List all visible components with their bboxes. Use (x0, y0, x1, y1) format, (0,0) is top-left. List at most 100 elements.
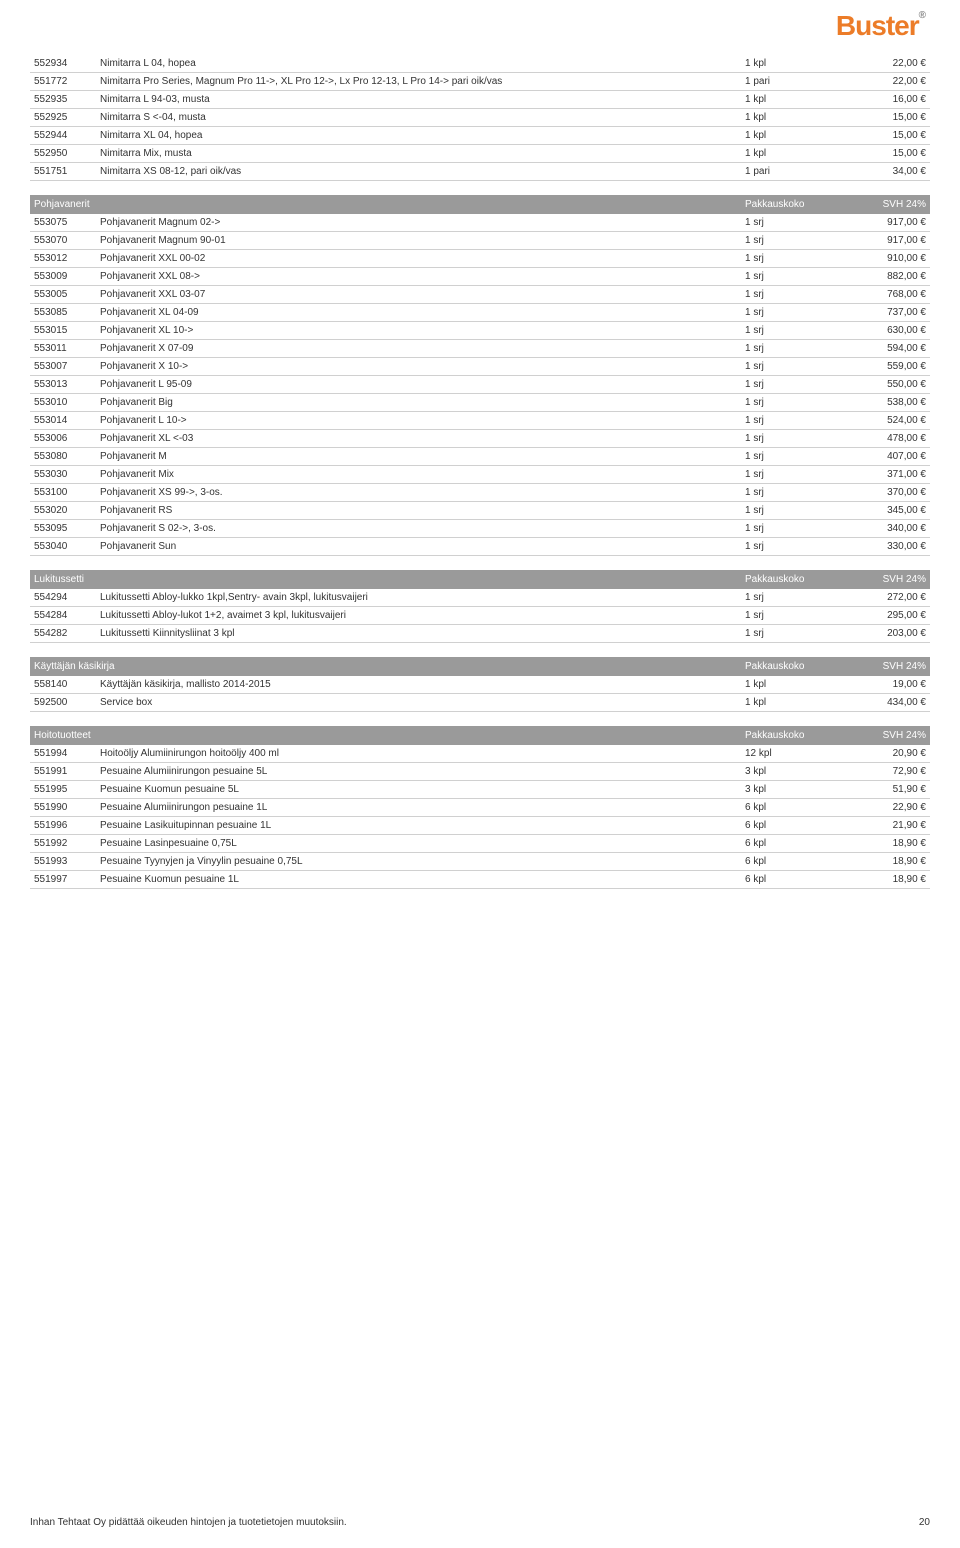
product-code: 554284 (30, 607, 100, 625)
product-code: 553009 (30, 268, 100, 286)
product-code: 551992 (30, 835, 100, 853)
product-code: 552934 (30, 55, 100, 73)
product-description: Pesuaine Lasinpesuaine 0,75L (100, 835, 745, 853)
product-quantity: 1 kpl (745, 55, 855, 73)
product-code: 551991 (30, 763, 100, 781)
section-qty-header: Pakkauskoko (745, 570, 855, 589)
product-description: Hoitoöljy Alumiinirungon hoitoöljy 400 m… (100, 745, 745, 763)
product-price: 22,00 € (855, 55, 930, 73)
product-code: 553040 (30, 538, 100, 556)
product-price: 22,90 € (855, 799, 930, 817)
table-row: 552925Nimitarra S <-04, musta1 kpl15,00 … (30, 109, 930, 127)
product-price: 15,00 € (855, 145, 930, 163)
product-code: 553012 (30, 250, 100, 268)
table-row: 551996Pesuaine Lasikuitupinnan pesuaine … (30, 817, 930, 835)
product-quantity: 1 kpl (745, 676, 855, 694)
table-row: 551995Pesuaine Kuomun pesuaine 5L3 kpl51… (30, 781, 930, 799)
product-quantity: 1 srj (745, 340, 855, 358)
product-code: 551990 (30, 799, 100, 817)
product-price: 345,00 € (855, 502, 930, 520)
section-qty-header: Pakkauskoko (745, 195, 855, 214)
table-row: 553070Pohjavanerit Magnum 90-011 srj917,… (30, 232, 930, 250)
product-quantity: 3 kpl (745, 781, 855, 799)
product-description: Nimitarra XL 04, hopea (100, 127, 745, 145)
product-price: 295,00 € (855, 607, 930, 625)
section-table: Käyttäjän käsikirjaPakkauskokoSVH 24%558… (30, 657, 930, 712)
product-description: Pohjavanerit X 07-09 (100, 340, 745, 358)
product-code: 553005 (30, 286, 100, 304)
table-row: 553075Pohjavanerit Magnum 02->1 srj917,0… (30, 214, 930, 232)
product-price: 18,90 € (855, 835, 930, 853)
product-quantity: 1 srj (745, 268, 855, 286)
product-price: 524,00 € (855, 412, 930, 430)
table-row: 553014Pohjavanerit L 10->1 srj524,00 € (30, 412, 930, 430)
section-title: Lukitussetti (30, 570, 745, 589)
product-price: 882,00 € (855, 268, 930, 286)
product-price: 630,00 € (855, 322, 930, 340)
section-table: PohjavaneritPakkauskokoSVH 24%553075Pohj… (30, 195, 930, 556)
product-price: 917,00 € (855, 232, 930, 250)
product-quantity: 6 kpl (745, 835, 855, 853)
table-row: 552944Nimitarra XL 04, hopea1 kpl15,00 € (30, 127, 930, 145)
product-quantity: 1 pari (745, 73, 855, 91)
product-quantity: 1 srj (745, 484, 855, 502)
product-quantity: 1 srj (745, 304, 855, 322)
product-price: 272,00 € (855, 589, 930, 607)
product-code: 553030 (30, 466, 100, 484)
product-code: 551994 (30, 745, 100, 763)
product-quantity: 1 srj (745, 502, 855, 520)
product-code: 592500 (30, 694, 100, 712)
product-quantity: 1 srj (745, 358, 855, 376)
product-code: 552944 (30, 127, 100, 145)
product-code: 553085 (30, 304, 100, 322)
product-description: Pohjavanerit XXL 03-07 (100, 286, 745, 304)
product-code: 553013 (30, 376, 100, 394)
product-description: Pesuaine Lasikuitupinnan pesuaine 1L (100, 817, 745, 835)
product-quantity: 1 srj (745, 214, 855, 232)
product-price: 550,00 € (855, 376, 930, 394)
table-row: 554284Lukitussetti Abloy-lukot 1+2, avai… (30, 607, 930, 625)
product-description: Nimitarra S <-04, musta (100, 109, 745, 127)
product-quantity: 1 srj (745, 538, 855, 556)
product-description: Service box (100, 694, 745, 712)
product-price: 330,00 € (855, 538, 930, 556)
product-description: Pesuaine Alumiinirungon pesuaine 1L (100, 799, 745, 817)
product-description: Pohjavanerit X 10-> (100, 358, 745, 376)
product-price: 22,00 € (855, 73, 930, 91)
product-quantity: 1 srj (745, 286, 855, 304)
product-price: 15,00 € (855, 109, 930, 127)
table-row: 552935Nimitarra L 94-03, musta1 kpl16,00… (30, 91, 930, 109)
product-quantity: 3 kpl (745, 763, 855, 781)
intro-table: 552934Nimitarra L 04, hopea1 kpl22,00 €5… (30, 55, 930, 181)
product-description: Nimitarra XS 08-12, pari oik/vas (100, 163, 745, 181)
product-code: 553010 (30, 394, 100, 412)
table-row: 553030Pohjavanerit Mix1 srj371,00 € (30, 466, 930, 484)
table-row: 551772Nimitarra Pro Series, Magnum Pro 1… (30, 73, 930, 91)
section-qty-header: Pakkauskoko (745, 657, 855, 676)
product-description: Pohjavanerit XS 99->, 3-os. (100, 484, 745, 502)
product-price: 18,90 € (855, 853, 930, 871)
product-price: 51,90 € (855, 781, 930, 799)
product-quantity: 1 srj (745, 625, 855, 643)
section-header-row: PohjavaneritPakkauskokoSVH 24% (30, 195, 930, 214)
product-quantity: 1 kpl (745, 145, 855, 163)
section-header-row: HoitotuotteetPakkauskokoSVH 24% (30, 726, 930, 745)
table-row: 553009Pohjavanerit XXL 08->1 srj882,00 € (30, 268, 930, 286)
product-description: Pohjavanerit L 95-09 (100, 376, 745, 394)
table-row: 592500Service box1 kpl434,00 € (30, 694, 930, 712)
table-row: 553005Pohjavanerit XXL 03-071 srj768,00 … (30, 286, 930, 304)
product-code: 553015 (30, 322, 100, 340)
content-area: 552934Nimitarra L 04, hopea1 kpl22,00 €5… (30, 0, 930, 889)
product-price: 910,00 € (855, 250, 930, 268)
product-code: 551751 (30, 163, 100, 181)
table-row: 553006Pohjavanerit XL <-031 srj478,00 € (30, 430, 930, 448)
brand-logo-text: Buster (836, 10, 919, 41)
table-row: 551993Pesuaine Tyynyjen ja Vinyylin pesu… (30, 853, 930, 871)
table-row: 551992Pesuaine Lasinpesuaine 0,75L6 kpl1… (30, 835, 930, 853)
product-code: 553007 (30, 358, 100, 376)
product-price: 737,00 € (855, 304, 930, 322)
product-price: 370,00 € (855, 484, 930, 502)
section-header-row: Käyttäjän käsikirjaPakkauskokoSVH 24% (30, 657, 930, 676)
table-row: 553085Pohjavanerit XL 04-091 srj737,00 € (30, 304, 930, 322)
product-code: 552950 (30, 145, 100, 163)
